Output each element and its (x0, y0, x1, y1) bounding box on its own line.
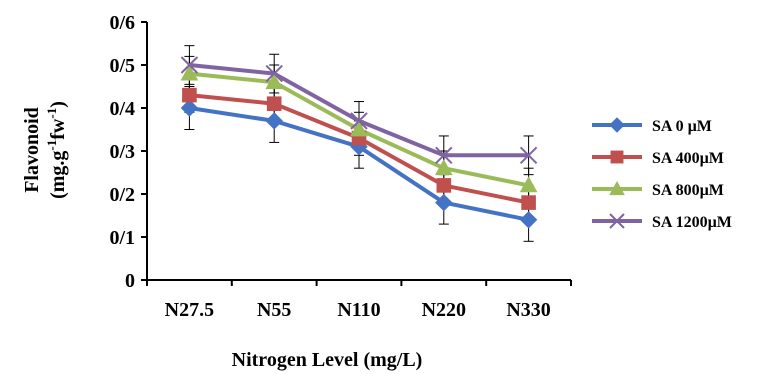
legend-marker (609, 213, 625, 229)
x-tick-label: N220 (422, 299, 466, 321)
data-point (435, 146, 453, 165)
marker-stroke (180, 56, 199, 74)
data-point (435, 193, 453, 212)
y-tick-labels: 0 0/1 0/2 0/3 0/4 0/5 0/6 (109, 12, 135, 292)
data-point (265, 64, 283, 83)
legend-item: SA 800µM (592, 180, 724, 199)
data-point (180, 56, 199, 74)
data-point (519, 211, 538, 229)
data-point (521, 195, 536, 210)
series-markers (180, 56, 538, 229)
y-tick-label: 0/4 (109, 98, 135, 120)
legend-marker (610, 150, 624, 164)
marker-stroke (519, 146, 538, 165)
data-point (180, 99, 199, 117)
legend-label: SA 1200µM (652, 214, 732, 231)
data-point (182, 87, 197, 103)
legend-item: SA 0 µM (592, 117, 712, 135)
x-tick-label: N55 (257, 299, 291, 321)
data-point (265, 112, 283, 130)
data-point (434, 159, 453, 176)
data-point (350, 120, 368, 137)
y-tick-label: 0/2 (109, 184, 135, 206)
x-tick-label: N110 (337, 299, 380, 321)
y-tick-label: 0/3 (109, 141, 135, 163)
y-tick-label: 0/6 (109, 12, 135, 34)
x-tick-label: N27.5 (165, 299, 214, 321)
data-point (266, 96, 282, 112)
y-axis-title: Flavonoid (mg.g-1fw-1) (21, 101, 69, 199)
legend-label: SA 800µM (652, 182, 724, 199)
marker-stroke (435, 146, 453, 165)
x-axis-title: Nitrogen Level (mg/L) (232, 349, 423, 371)
legend-marker (609, 180, 625, 196)
chart-axes (141, 21, 572, 286)
data-point (350, 112, 368, 130)
legend-item: SA 1200µM (592, 213, 732, 231)
x-tick-labels: N27.5 N55 N110 N220 N330 (165, 299, 551, 321)
legend-label: SA 0 µM (652, 118, 712, 135)
data-point (519, 146, 538, 165)
y-tick-label: 0/5 (109, 55, 135, 77)
legend-item: SA 400µM (592, 150, 724, 167)
y-tick-label: 0/1 (109, 227, 135, 249)
x-tick-label: N330 (506, 299, 550, 321)
data-point (519, 176, 538, 193)
marker-stroke (350, 112, 368, 130)
marker-stroke (609, 213, 625, 229)
y-axis-title-line1: Flavonoid (21, 107, 43, 193)
data-point (180, 64, 199, 81)
legend-marker (609, 117, 625, 133)
y-tick-label: 0 (125, 270, 135, 292)
legend: SA 0 µM SA 400µM SA 800µM SA 1200µM (592, 117, 732, 231)
marker-stroke (265, 64, 283, 83)
y-axis-title-line2: (mg.g-1fw-1) (44, 101, 69, 199)
data-point (265, 73, 284, 90)
legend-label: SA 400µM (652, 150, 724, 167)
data-point (436, 178, 452, 193)
